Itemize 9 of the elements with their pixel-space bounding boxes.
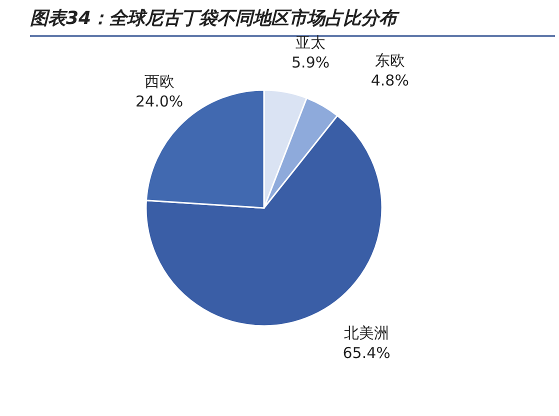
- slice-label: 西欧: [144, 72, 174, 90]
- slice-label: 东欧: [374, 51, 405, 70]
- data-label: 5.9%: [292, 54, 330, 72]
- slice-label: 北美洲: [344, 324, 390, 342]
- slice-label: 亚太: [296, 34, 326, 52]
- data-label: 65.4%: [342, 344, 390, 362]
- data-label: 4.8%: [370, 71, 409, 90]
- chart-title: 图表34：全球尼古丁袋不同地区市场占比分布: [30, 8, 400, 29]
- data-label: 24.0%: [136, 92, 184, 110]
